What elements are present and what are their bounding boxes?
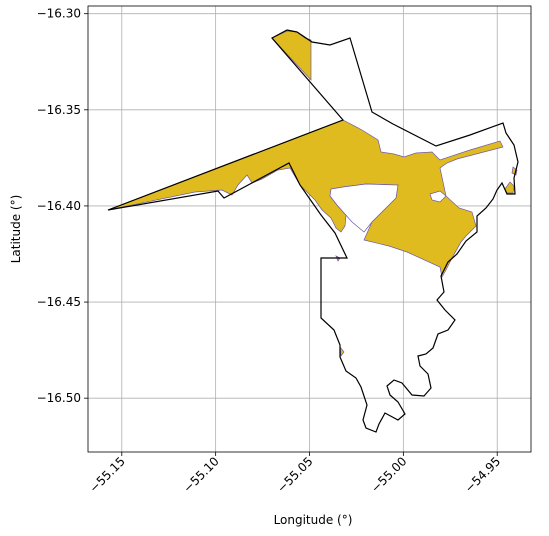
y-axis-ticks: −16.30 −16.35 −16.40 −16.45 −16.50 — [37, 7, 88, 405]
y-tick-label: −16.30 — [37, 7, 81, 21]
boundary-outline — [107, 29, 519, 433]
y-tick-label: −16.35 — [37, 103, 81, 117]
interior-holes — [329, 183, 447, 233]
interior-hole-small — [429, 190, 447, 203]
y-tick-label: −16.40 — [37, 199, 81, 213]
x-axis-title: Longitude (°) — [274, 513, 353, 527]
gridlines — [88, 6, 531, 452]
y-tick-label: −16.50 — [37, 391, 81, 405]
y-axis-title: Latitude (°) — [9, 195, 23, 264]
filled-area-west-wedge — [107, 119, 504, 278]
y-tick-label: −16.45 — [37, 295, 81, 309]
interior-hole-left — [329, 183, 399, 233]
